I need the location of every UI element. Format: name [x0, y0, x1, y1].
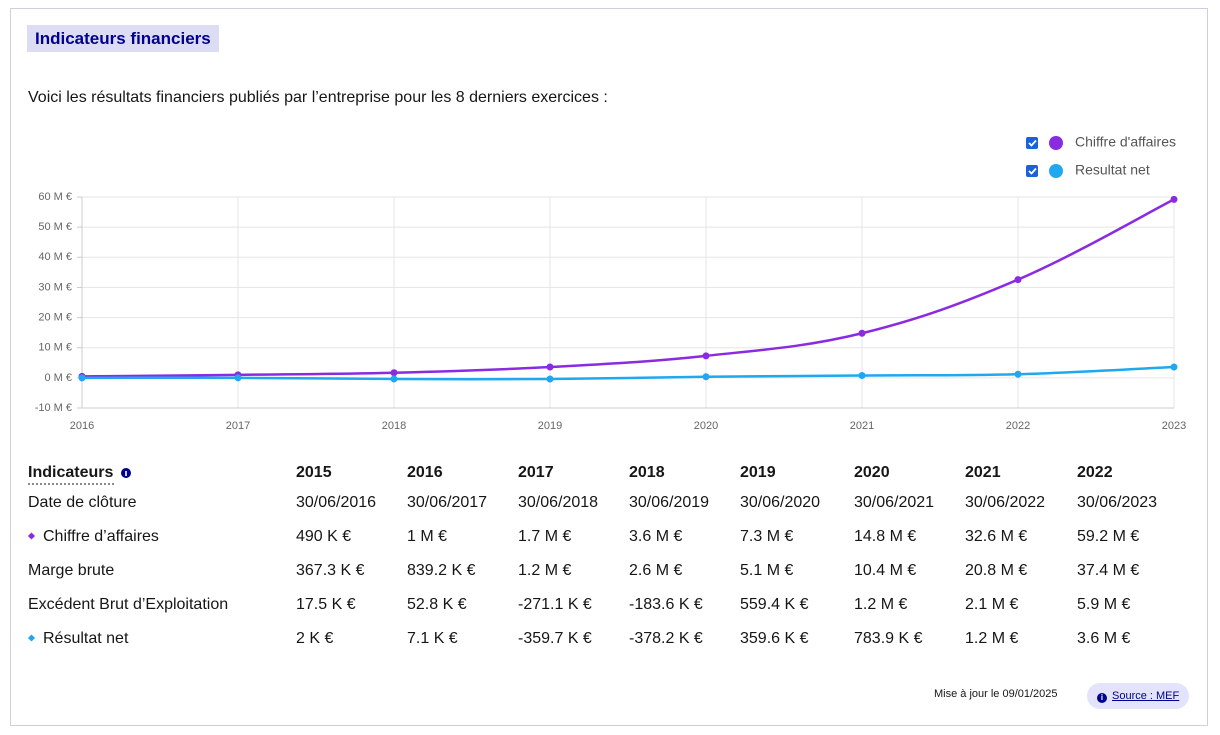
- update-date: Mise à jour le 09/01/2025: [934, 688, 1058, 700]
- intro-text: Voici les résultats financiers publiés p…: [28, 89, 608, 106]
- panel: [10, 8, 1208, 726]
- info-icon: i: [1097, 693, 1107, 703]
- section-title: Indicateurs financiers: [27, 25, 219, 52]
- source-text[interactable]: Source : MEF: [1112, 690, 1180, 702]
- source-link[interactable]: i Source : MEF: [1087, 683, 1190, 709]
